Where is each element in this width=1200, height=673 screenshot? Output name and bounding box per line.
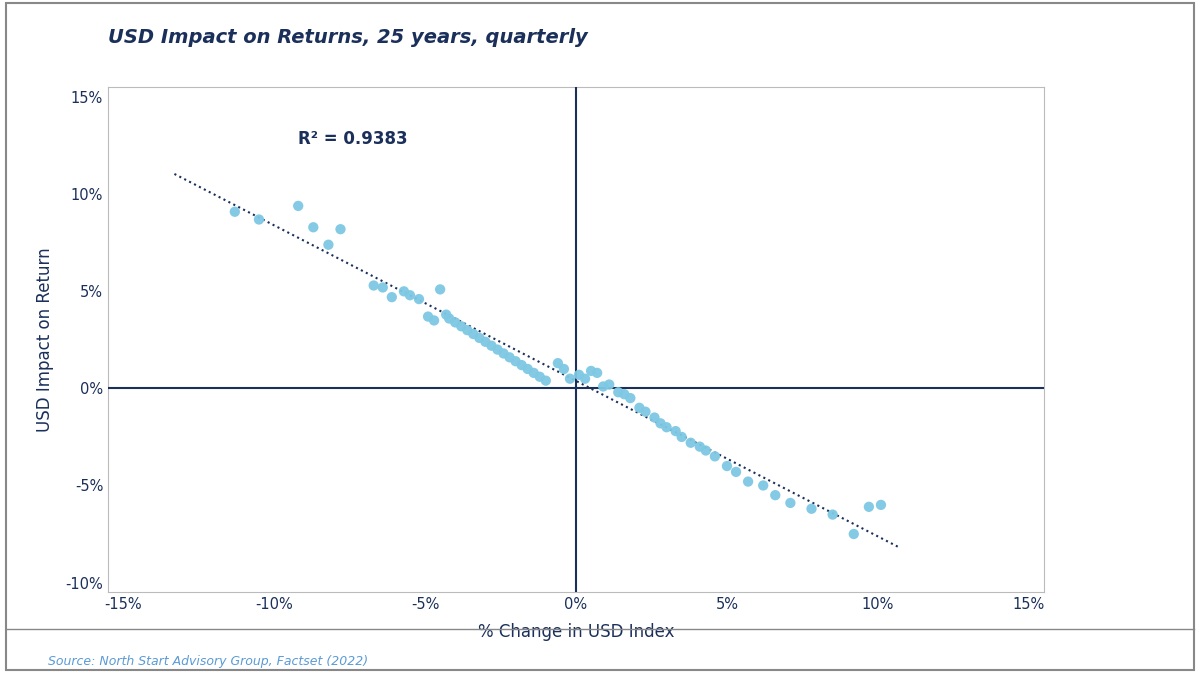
Point (726, 466, 745, 477)
Point (457, 325, 476, 336)
Point (518, 363, 538, 374)
Point (500, 352, 520, 363)
Point (576, 374, 595, 384)
Point (445, 317, 464, 328)
X-axis label: % Change in USD Index: % Change in USD Index (478, 623, 674, 641)
Point (289, 201, 308, 211)
Point (409, 293, 428, 304)
Point (530, 371, 550, 382)
Point (781, 497, 800, 508)
Point (682, 437, 701, 448)
Point (304, 222, 323, 233)
Point (401, 290, 420, 301)
Point (373, 282, 392, 293)
Point (560, 374, 580, 384)
Point (588, 367, 607, 378)
Point (439, 313, 458, 324)
Point (524, 367, 544, 378)
Text: USD Impact on Returns, 25 years, quarterly: USD Impact on Returns, 25 years, quarter… (108, 28, 588, 47)
Point (620, 393, 640, 404)
Point (666, 426, 685, 437)
Point (672, 431, 691, 442)
Y-axis label: USD Impact on Return: USD Impact on Return (36, 248, 54, 432)
Point (476, 336, 496, 347)
Text: R² = 0.9383: R² = 0.9383 (299, 130, 408, 148)
Point (766, 490, 785, 501)
Point (696, 445, 715, 456)
Point (582, 365, 601, 376)
Point (656, 422, 676, 433)
Point (226, 207, 245, 217)
Point (250, 214, 269, 225)
Point (600, 379, 619, 390)
Point (636, 406, 655, 417)
Point (494, 348, 514, 359)
Point (871, 499, 890, 510)
Point (419, 311, 438, 322)
Point (437, 310, 456, 320)
Point (431, 284, 450, 295)
Point (469, 332, 488, 343)
Point (718, 460, 737, 471)
Point (506, 356, 526, 367)
Point (738, 476, 757, 487)
Point (608, 387, 628, 398)
Point (331, 224, 350, 235)
Point (319, 240, 338, 250)
Point (823, 509, 842, 520)
Point (425, 315, 444, 326)
Point (594, 381, 613, 392)
Point (451, 321, 470, 332)
Point (614, 389, 634, 400)
Point (706, 451, 725, 462)
Point (488, 344, 508, 355)
Point (570, 369, 589, 380)
Point (463, 328, 482, 339)
Point (650, 418, 670, 429)
Point (512, 359, 532, 370)
Point (383, 292, 402, 303)
Point (536, 376, 556, 386)
Point (364, 280, 383, 291)
Point (482, 341, 502, 351)
Text: Source: North Start Advisory Group, Factset (2022): Source: North Start Advisory Group, Fact… (48, 655, 368, 668)
Point (802, 503, 821, 514)
Point (395, 286, 414, 297)
Point (644, 412, 664, 423)
Point (844, 528, 863, 539)
Point (630, 402, 649, 413)
Point (859, 501, 878, 512)
Point (754, 480, 773, 491)
Point (554, 363, 574, 374)
Point (690, 441, 709, 452)
Point (548, 358, 568, 369)
